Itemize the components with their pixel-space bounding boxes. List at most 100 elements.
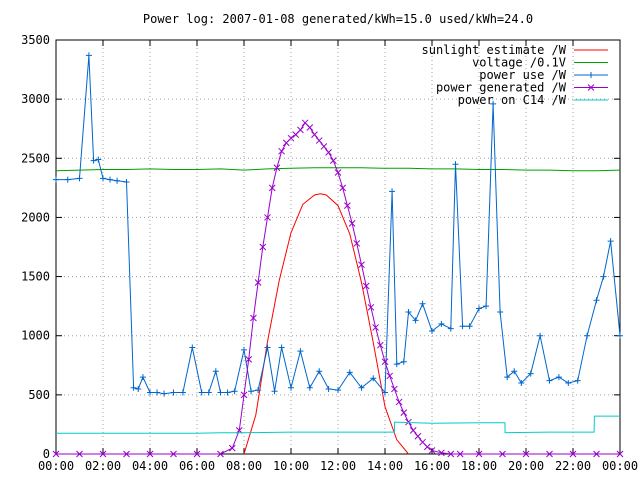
data-point [297, 348, 304, 355]
y-tick-label: 2000 [21, 210, 50, 224]
data-point [593, 297, 600, 304]
legend-label: sunlight estimate /W [422, 43, 567, 57]
data-point [254, 279, 262, 286]
data-point [353, 240, 361, 247]
data-point [429, 327, 435, 334]
data-point [616, 450, 624, 458]
y-tick-label: 1000 [21, 329, 50, 343]
data-point [264, 344, 271, 351]
data-point [130, 384, 137, 391]
data-point [107, 176, 114, 183]
y-tick-label: 2500 [21, 151, 50, 165]
data-point [268, 184, 276, 192]
data-point [466, 323, 473, 330]
data-point [316, 368, 323, 375]
legend-marker [588, 72, 594, 78]
data-point [224, 389, 231, 396]
data-point [358, 261, 365, 269]
data-point [476, 305, 482, 312]
data-point [346, 369, 353, 376]
data-point [339, 184, 347, 192]
data-point [255, 387, 262, 394]
data-point [362, 282, 370, 290]
data-point [90, 157, 97, 164]
data-point [527, 370, 534, 377]
legend-label: power on C14 /W [458, 93, 567, 107]
data-point [315, 137, 323, 144]
data-point [419, 300, 426, 307]
data-point [499, 450, 506, 458]
data-point [288, 384, 294, 391]
x-tick-label: 14:00 [367, 459, 403, 473]
data-point [52, 450, 60, 458]
data-point [428, 447, 436, 454]
data-point [193, 450, 201, 458]
data-point [123, 450, 130, 458]
data-point [546, 450, 553, 458]
legend-label: voltage /0.1V [472, 56, 566, 70]
x-tick-label: 16:00 [414, 459, 450, 473]
x-tick-label: 18:00 [461, 459, 497, 473]
data-point [555, 374, 562, 381]
data-point [617, 332, 623, 339]
data-point [240, 391, 248, 399]
data-point [459, 323, 466, 330]
data-point [522, 450, 530, 458]
data-point [370, 375, 377, 382]
data-point [146, 450, 154, 458]
data-point [205, 389, 212, 396]
data-point [389, 188, 396, 195]
series-voltage-0-1v [55, 167, 621, 172]
data-point [325, 385, 332, 392]
data-point [95, 156, 102, 163]
data-point [447, 325, 454, 332]
data-point [212, 368, 219, 375]
data-point [264, 214, 271, 221]
y-axis: 0 500 1000 1500 2000 2500 3000 3500 [21, 33, 50, 461]
data-point [99, 450, 107, 458]
y-tick-label: 3500 [21, 33, 50, 47]
data-point [382, 389, 388, 396]
data-point [297, 126, 304, 134]
data-point [135, 385, 142, 392]
data-point [278, 344, 285, 351]
data-point [511, 368, 518, 375]
data-point [311, 131, 318, 138]
data-point [248, 388, 255, 395]
data-point [170, 389, 177, 396]
chart-title: Power log: 2007-01-08 generated/kWh=15.0… [143, 12, 533, 26]
data-point [490, 100, 497, 107]
series-group [52, 52, 624, 458]
x-tick-label: 06:00 [179, 459, 215, 473]
data-point [409, 426, 417, 434]
x-tick-label: 08:00 [226, 459, 262, 473]
data-point [358, 384, 365, 391]
data-point [154, 389, 161, 396]
data-point [64, 176, 71, 183]
data-point [475, 450, 483, 458]
x-tick-label: 00:00 [602, 459, 638, 473]
data-point [400, 409, 408, 416]
data-point [198, 389, 205, 396]
data-point [400, 358, 407, 365]
data-point [76, 175, 83, 182]
data-point [452, 161, 459, 168]
data-point [76, 450, 83, 458]
data-point [335, 387, 341, 394]
data-point [546, 377, 553, 384]
data-point [412, 317, 419, 324]
y-tick-label: 1500 [21, 270, 50, 284]
data-point [250, 314, 257, 322]
data-point [344, 202, 351, 209]
data-point [306, 384, 313, 391]
data-point [306, 124, 314, 131]
legend-marker [587, 84, 595, 91]
data-point [456, 450, 464, 458]
x-tick-label: 04:00 [132, 459, 168, 473]
data-point [228, 444, 236, 452]
y-tick-label: 500 [28, 388, 50, 402]
data-point [391, 385, 398, 393]
data-point [372, 324, 379, 331]
data-point [447, 450, 455, 458]
